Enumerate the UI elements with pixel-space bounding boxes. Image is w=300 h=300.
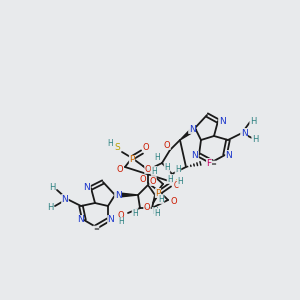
Text: O: O <box>171 197 177 206</box>
Text: O: O <box>164 140 170 149</box>
Polygon shape <box>180 126 196 140</box>
Text: F: F <box>206 158 211 167</box>
Text: S: S <box>174 178 180 188</box>
Text: N: N <box>61 194 68 203</box>
Text: H: H <box>158 194 164 203</box>
Text: N: N <box>108 215 114 224</box>
Text: P: P <box>129 155 135 164</box>
Text: H: H <box>47 203 53 212</box>
Text: =: = <box>210 161 216 167</box>
Text: N: N <box>241 128 248 137</box>
Text: H: H <box>167 175 173 184</box>
Text: O: O <box>144 202 150 211</box>
Text: H: H <box>252 136 258 145</box>
Text: O: O <box>145 164 151 173</box>
Text: H: H <box>107 140 113 148</box>
Text: H: H <box>154 154 160 163</box>
Text: H: H <box>152 208 158 217</box>
Text: H: H <box>177 178 183 187</box>
Text: H: H <box>132 208 138 217</box>
Text: H: H <box>49 184 55 193</box>
Text: O: O <box>150 176 156 185</box>
Text: N: N <box>192 152 198 160</box>
Text: O: O <box>117 166 123 175</box>
Text: O: O <box>118 212 124 220</box>
Text: O: O <box>174 181 180 190</box>
Polygon shape <box>115 193 138 197</box>
Text: N: N <box>219 116 225 125</box>
Text: N: N <box>189 124 195 134</box>
Text: H: H <box>164 164 170 172</box>
Text: =: = <box>93 226 99 232</box>
Text: P: P <box>155 188 161 197</box>
Text: O: O <box>143 142 149 152</box>
Text: O: O <box>140 176 146 184</box>
Text: S: S <box>114 142 120 152</box>
Text: N: N <box>226 151 232 160</box>
Text: H: H <box>118 218 124 226</box>
Text: H: H <box>175 166 181 175</box>
Text: N: N <box>84 184 90 193</box>
Text: H: H <box>154 208 160 217</box>
Text: N: N <box>115 190 122 200</box>
Text: H: H <box>151 167 157 176</box>
Text: N: N <box>76 215 83 224</box>
Text: H: H <box>250 118 256 127</box>
